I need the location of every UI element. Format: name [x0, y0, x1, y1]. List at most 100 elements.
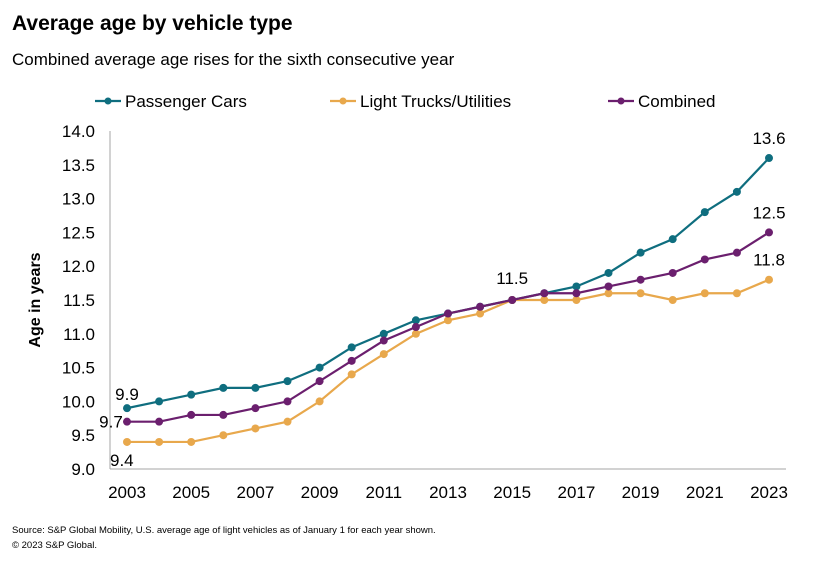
data-point	[604, 282, 613, 291]
x-tick-label: 2009	[301, 483, 339, 502]
data-point	[411, 329, 420, 338]
data-point	[123, 404, 131, 413]
data-point	[668, 296, 677, 304]
y-tick-label: 12.0	[62, 257, 95, 276]
data-point	[283, 397, 292, 406]
y-tick-label: 9.5	[71, 426, 95, 445]
x-tick-label: 2017	[557, 483, 595, 502]
data-point	[283, 377, 292, 386]
data-point	[347, 370, 356, 379]
data-point	[700, 208, 709, 217]
data-label: 9.4	[110, 451, 134, 470]
data-point	[508, 296, 517, 304]
data-point	[347, 343, 356, 352]
data-point	[187, 390, 196, 399]
data-label: 12.5	[752, 203, 785, 222]
y-axis-label: Age in years	[27, 252, 44, 347]
x-tick-label: 2011	[366, 483, 403, 502]
data-point	[347, 356, 356, 365]
data-point	[572, 282, 581, 291]
data-point	[540, 296, 549, 304]
data-point	[123, 437, 131, 446]
data-point	[219, 383, 228, 392]
data-point	[155, 417, 164, 426]
data-point	[636, 289, 645, 298]
legend-label: Passenger Cars	[125, 92, 247, 111]
x-tick-label: 2019	[622, 483, 660, 502]
data-point	[636, 275, 645, 284]
data-point	[476, 309, 485, 318]
y-tick-label: 13.5	[62, 156, 95, 175]
data-point	[604, 268, 613, 277]
legend-dot-marker	[104, 97, 112, 105]
data-point	[604, 289, 613, 298]
data-point	[572, 289, 581, 298]
y-tick-label: 10.0	[62, 392, 95, 411]
data-point	[732, 187, 741, 196]
data-point	[732, 289, 741, 298]
data-point	[636, 248, 645, 257]
data-point	[444, 309, 452, 318]
data-point	[315, 363, 324, 372]
source-note: Source: S&P Global Mobility, U.S. averag…	[12, 525, 436, 536]
data-label: 9.7	[99, 413, 123, 432]
chart-subtitle: Combined average age rises for the sixth…	[12, 50, 455, 69]
chart-title: Average age by vehicle type	[12, 12, 293, 35]
data-point	[155, 437, 164, 446]
data-point	[155, 397, 164, 406]
data-point	[668, 268, 677, 277]
y-tick-label: 12.5	[62, 223, 95, 242]
data-point	[315, 397, 324, 406]
data-point	[219, 431, 228, 440]
data-label: 11.8	[753, 251, 785, 270]
x-tick-label: 2003	[108, 483, 146, 502]
y-tick-label: 10.5	[62, 359, 95, 378]
legend-dot-marker	[339, 97, 347, 105]
data-point	[187, 410, 196, 419]
data-point	[476, 302, 485, 311]
data-point	[572, 296, 581, 304]
data-point	[444, 316, 452, 325]
data-point	[123, 417, 131, 426]
data-point	[219, 410, 228, 419]
x-tick-label: 2007	[236, 483, 274, 502]
data-point	[700, 289, 709, 298]
series-line-combined	[127, 231, 770, 423]
y-tick-label: 13.0	[62, 190, 95, 209]
data-label: 9.9	[115, 385, 139, 404]
legend-label: Combined	[638, 92, 716, 111]
data-point	[283, 417, 292, 426]
data-point	[411, 323, 420, 332]
data-point	[411, 316, 420, 325]
data-point	[379, 350, 388, 359]
x-tick-label: 2005	[172, 483, 210, 502]
data-point	[379, 336, 388, 345]
legend-dot-marker	[617, 97, 625, 105]
data-point	[540, 289, 549, 298]
y-tick-label: 9.0	[71, 460, 95, 479]
data-point	[732, 248, 741, 257]
x-tick-label: 2013	[429, 483, 467, 502]
data-point	[251, 404, 260, 413]
data-point	[765, 228, 773, 237]
data-point	[187, 437, 196, 446]
data-point	[251, 383, 260, 392]
data-point	[379, 329, 388, 338]
copyright-note: © 2023 S&P Global.	[12, 540, 97, 551]
x-tick-label: 2015	[493, 483, 531, 502]
data-point	[765, 275, 773, 284]
data-label: 13.6	[752, 129, 785, 148]
data-point	[315, 377, 324, 386]
data-point	[668, 235, 677, 244]
y-tick-label: 11.0	[63, 325, 95, 344]
x-tick-label: 2021	[686, 483, 724, 502]
x-tick-label: 2023	[750, 483, 788, 502]
series-line-passenger-cars	[126, 157, 770, 410]
data-point	[700, 255, 709, 264]
data-label: 11.5	[496, 269, 528, 288]
data-point	[765, 154, 773, 163]
y-tick-label: 14.0	[62, 122, 95, 141]
legend-label: Light Trucks/Utilities	[360, 92, 511, 111]
